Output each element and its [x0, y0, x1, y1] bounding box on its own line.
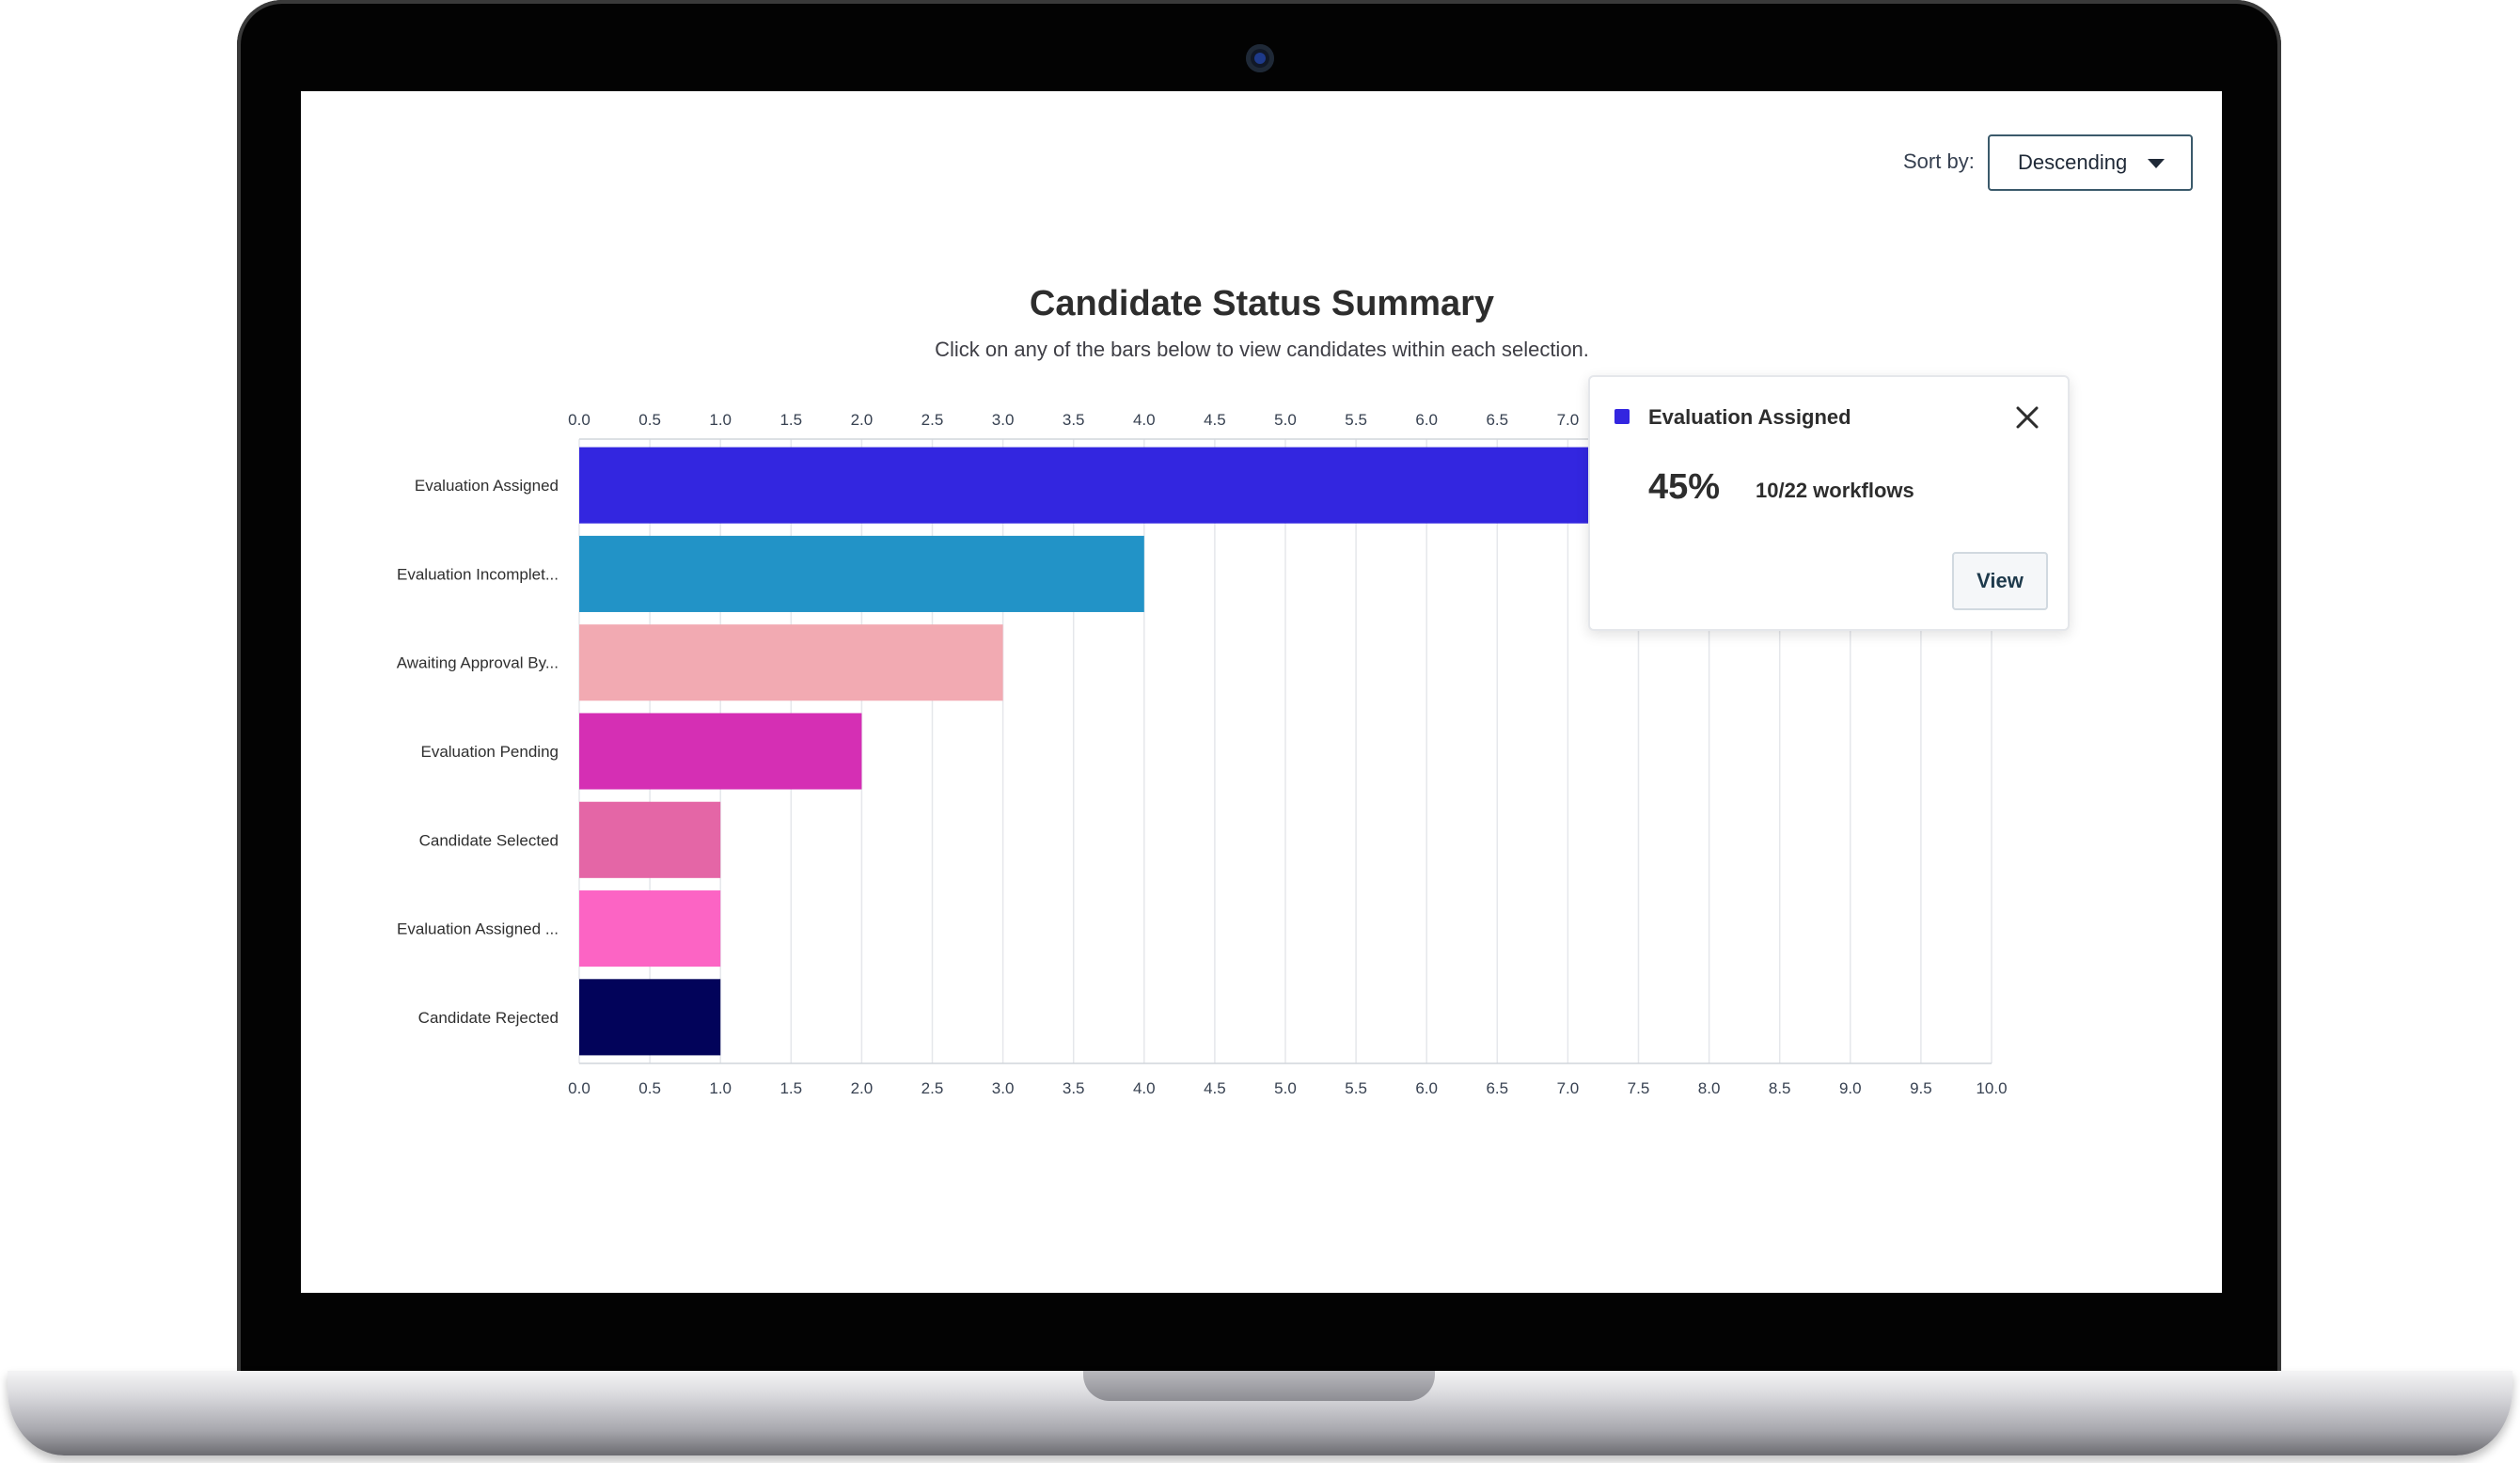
x-tick-label-top: 7.0	[1557, 411, 1580, 429]
category-label: Candidate Rejected	[418, 1009, 559, 1027]
x-tick-label-top: 5.5	[1345, 411, 1367, 429]
x-tick-label-bottom: 5.5	[1345, 1079, 1367, 1097]
x-tick-label-top: 4.0	[1133, 411, 1156, 429]
laptop-notch	[1083, 1371, 1435, 1401]
view-button[interactable]: View	[1952, 552, 2048, 610]
category-label: Candidate Selected	[419, 831, 559, 849]
x-tick-label-bottom: 1.5	[780, 1079, 802, 1097]
bar[interactable]	[579, 624, 1003, 701]
chart-subtitle: Click on any of the bars below to view c…	[935, 338, 1589, 361]
tooltip-title: Evaluation Assigned	[1648, 405, 1851, 429]
bar[interactable]	[579, 979, 721, 1056]
x-tick-label-top: 5.0	[1274, 411, 1297, 429]
x-tick-label-bottom: 9.0	[1839, 1079, 1862, 1097]
screen: Sort by: Descending Candidate Status Sum…	[301, 91, 2222, 1293]
x-tick-label-bottom: 0.5	[638, 1079, 661, 1097]
x-tick-label-top: 1.0	[709, 411, 732, 429]
category-label: Evaluation Pending	[420, 743, 559, 761]
x-tick-label-bottom: 2.5	[921, 1079, 944, 1097]
x-tick-label-top: 1.5	[780, 411, 802, 429]
bar[interactable]	[579, 713, 862, 790]
sort-label: Sort by:	[1903, 149, 1975, 173]
x-tick-label-bottom: 5.0	[1274, 1079, 1297, 1097]
x-tick-label-top: 6.5	[1486, 411, 1508, 429]
bar[interactable]	[579, 535, 1144, 612]
x-tick-label-top: 2.5	[921, 411, 944, 429]
x-tick-label-top: 6.0	[1415, 411, 1438, 429]
x-tick-label-bottom: 7.0	[1557, 1079, 1580, 1097]
x-tick-label-bottom: 4.5	[1204, 1079, 1226, 1097]
x-tick-label-top: 0.5	[638, 411, 661, 429]
x-tick-label-top: 2.0	[851, 411, 874, 429]
sort-value: Descending	[2018, 150, 2128, 174]
x-tick-label-bottom: 2.0	[851, 1079, 874, 1097]
x-tick-label-bottom: 10.0	[1976, 1079, 2007, 1097]
x-tick-label-bottom: 6.5	[1486, 1079, 1508, 1097]
bar[interactable]	[579, 801, 721, 878]
x-tick-label-top: 0.0	[568, 411, 591, 429]
x-tick-label-bottom: 1.0	[709, 1079, 732, 1097]
chart-title: Candidate Status Summary	[1029, 284, 1495, 323]
x-tick-label-bottom: 8.5	[1769, 1079, 1791, 1097]
x-tick-label-bottom: 3.0	[992, 1079, 1015, 1097]
sort-dropdown[interactable]: Descending	[1988, 134, 2193, 191]
bar-tooltip: Evaluation Assigned 45% 10/22 workflows …	[1588, 375, 2070, 631]
category-label: Evaluation Assigned ...	[397, 920, 559, 938]
x-tick-label-bottom: 7.5	[1628, 1079, 1650, 1097]
x-tick-label-bottom: 9.5	[1910, 1079, 1932, 1097]
x-tick-label-bottom: 8.0	[1698, 1079, 1721, 1097]
x-tick-label-bottom: 4.0	[1133, 1079, 1156, 1097]
x-tick-label-top: 3.0	[992, 411, 1015, 429]
x-tick-label-top: 3.5	[1063, 411, 1085, 429]
tooltip-count: 10/22 workflows	[1756, 479, 1914, 502]
bar-chart: 0.0 0.0 0.5 0.5 1.0 1.0 1.5 1.5 2.0 2.0 2.5 2.5 3.0 3…	[397, 411, 2008, 1097]
x-tick-label-top: 4.5	[1204, 411, 1226, 429]
x-tick-label-bottom: 3.5	[1063, 1079, 1085, 1097]
tooltip-percent: 45%	[1648, 467, 1721, 507]
chevron-down-icon	[2148, 159, 2165, 168]
x-tick-label-bottom: 0.0	[568, 1079, 591, 1097]
category-label: Evaluation Incomplet...	[397, 565, 559, 583]
close-icon[interactable]	[2015, 405, 2040, 430]
x-tick-label-bottom: 6.0	[1415, 1079, 1438, 1097]
camera-icon	[1246, 44, 1274, 72]
bar[interactable]	[579, 890, 721, 967]
category-label: Evaluation Assigned	[415, 477, 559, 495]
legend-swatch	[1614, 409, 1630, 424]
category-label: Awaiting Approval By...	[397, 654, 559, 672]
